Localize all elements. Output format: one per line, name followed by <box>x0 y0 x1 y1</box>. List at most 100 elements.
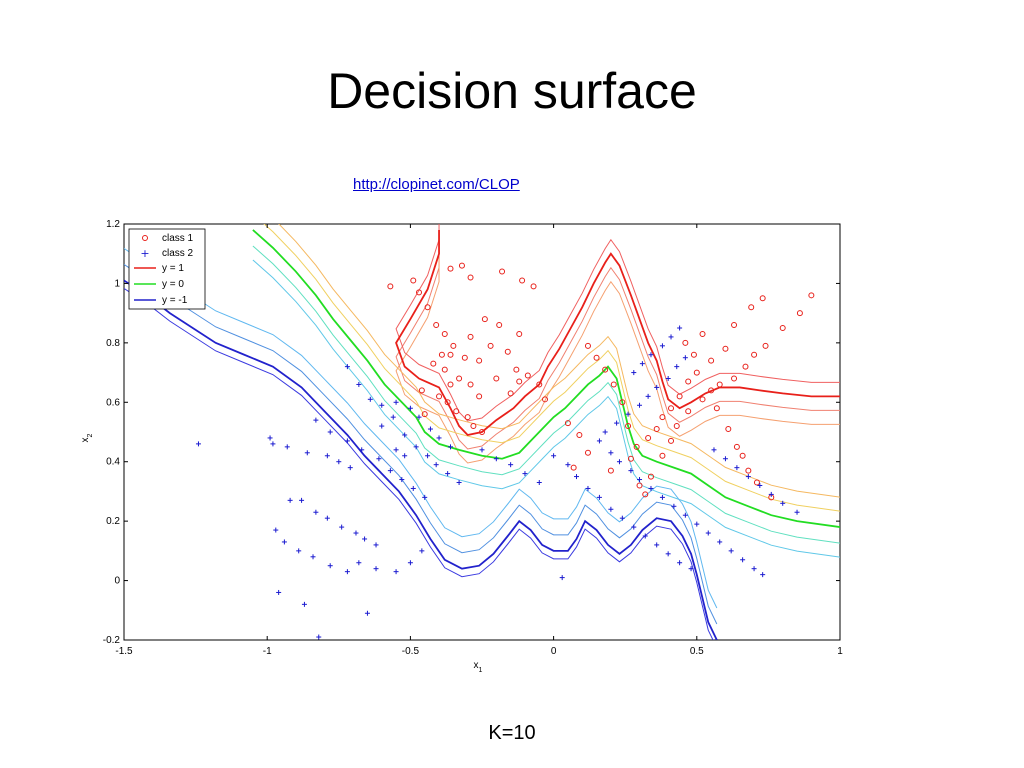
class1-point <box>762 342 769 349</box>
axis-ticks: -1.5 -1 -0.5 0 0.5 1 -0.2 0 0.2 0.4 0.6 0.8 1 1.2 <box>103 219 843 657</box>
class2-point <box>665 551 671 557</box>
class1-point <box>722 345 729 352</box>
class2-point <box>794 509 800 515</box>
class2-point <box>654 384 660 390</box>
class2-point <box>336 459 342 465</box>
class2-point <box>688 566 694 572</box>
class2-point <box>616 459 622 465</box>
class2-point <box>508 462 514 468</box>
class1-point <box>564 420 571 427</box>
class2-point <box>642 533 648 539</box>
class2-point <box>493 456 499 462</box>
class2-point <box>436 435 442 441</box>
class1-point <box>690 351 697 358</box>
class2-point <box>631 370 637 376</box>
class2-point <box>574 474 580 480</box>
class2-point <box>447 444 453 450</box>
x-tick-label: -0.5 <box>402 646 420 657</box>
class1-point <box>433 322 440 329</box>
class2-point <box>304 450 310 456</box>
class2-point <box>522 471 528 477</box>
class2-point <box>344 438 350 444</box>
class1-point <box>733 443 740 450</box>
x-tick-label: 0 <box>551 646 557 657</box>
class2-point <box>674 364 680 370</box>
class1-point <box>708 357 715 364</box>
class1-point <box>610 381 617 388</box>
y-axis-label: x2 <box>80 433 94 442</box>
class1-point <box>602 366 609 373</box>
class1-point <box>519 277 526 284</box>
class2-point <box>648 485 654 491</box>
class2-point <box>390 414 396 420</box>
class2-point <box>654 542 660 548</box>
class1-point <box>753 479 760 486</box>
contour-band-2 <box>395 224 840 422</box>
class1-point <box>607 467 614 474</box>
class1-point <box>447 351 454 358</box>
class1-point <box>627 455 634 462</box>
class2-point <box>299 497 305 503</box>
class1-point <box>516 378 523 385</box>
class1-point <box>796 310 803 317</box>
class1-point <box>447 381 454 388</box>
class1-point <box>516 330 523 337</box>
class1-point <box>536 381 543 388</box>
class1-point <box>653 426 660 433</box>
class2-point <box>310 554 316 560</box>
class1-point <box>731 322 738 329</box>
class1-point <box>619 399 626 406</box>
x-tick-label: 1 <box>837 646 843 657</box>
class1-point <box>751 351 758 358</box>
class1-point <box>493 375 500 382</box>
class2-point <box>751 566 757 572</box>
class2-point <box>608 450 614 456</box>
class1-point <box>424 304 431 311</box>
class2-point <box>722 456 728 462</box>
class1-point <box>593 354 600 361</box>
class2-point <box>419 548 425 554</box>
class2-point <box>682 512 688 518</box>
class1-point <box>467 381 474 388</box>
y-tick-label: 0.8 <box>106 338 120 349</box>
class2-point <box>344 569 350 575</box>
caption: K=10 <box>488 722 536 744</box>
class2-point <box>407 560 413 566</box>
class2-point <box>276 589 282 595</box>
class2-point <box>407 405 413 411</box>
class1-point <box>496 322 503 329</box>
class1-point <box>659 452 666 459</box>
class2-point <box>195 441 201 447</box>
class2-point <box>665 376 671 382</box>
class1-point <box>438 351 445 358</box>
legend-box <box>128 228 206 310</box>
class1-point <box>645 434 652 441</box>
class1-point <box>759 295 766 302</box>
class2-point <box>614 420 620 426</box>
source-link[interactable]: http://clopinet.com/CLOP <box>353 176 520 193</box>
class2-point <box>559 575 565 581</box>
class2-point <box>376 456 382 462</box>
contour-bands <box>124 224 840 640</box>
class2-point <box>296 548 302 554</box>
class2-point <box>281 539 287 545</box>
class2-point <box>645 393 651 399</box>
class1-point <box>450 342 457 349</box>
class1-point <box>748 304 755 311</box>
class2-point <box>596 494 602 500</box>
y-tick-label: 0.4 <box>106 457 120 468</box>
class2-point <box>379 402 385 408</box>
contour-band-9 <box>124 288 714 640</box>
class1-point <box>487 342 494 349</box>
class1-point <box>659 414 666 421</box>
legend: class 1 + class 2 y = 1 y = 0 y = -1 <box>128 228 206 310</box>
contour-lines <box>124 229 840 640</box>
class2-point <box>745 474 751 480</box>
legend-class2-marker: + <box>140 247 149 260</box>
class2-point <box>717 539 723 545</box>
class1-point <box>725 426 732 433</box>
class1-point <box>676 393 683 400</box>
class1-point <box>647 473 654 480</box>
class2-point <box>373 542 379 548</box>
class1-point <box>467 274 474 281</box>
